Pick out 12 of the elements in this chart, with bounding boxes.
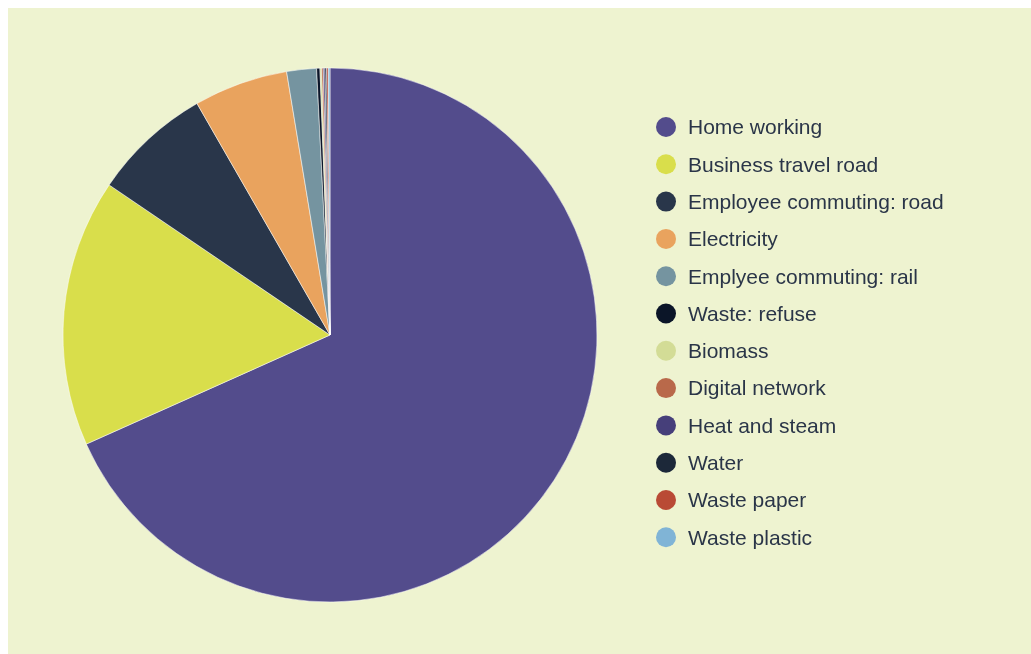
legend-label: Water <box>688 451 744 475</box>
legend-label: Emplyee commuting: rail <box>688 264 918 288</box>
legend-label: Electricity <box>688 227 779 251</box>
legend-label: Business travel road <box>688 152 879 176</box>
legend-label: Home working <box>688 115 823 139</box>
legend-label: Waste plastic <box>688 525 813 549</box>
legend-label: Digital network <box>688 376 827 400</box>
legend-label: Biomass <box>688 339 769 363</box>
legend-label: Heat and steam <box>688 413 837 437</box>
legend-label: Waste paper <box>688 488 807 512</box>
legend-label: Employee commuting: road <box>688 189 944 213</box>
legend-label: Waste: refuse <box>688 301 817 325</box>
